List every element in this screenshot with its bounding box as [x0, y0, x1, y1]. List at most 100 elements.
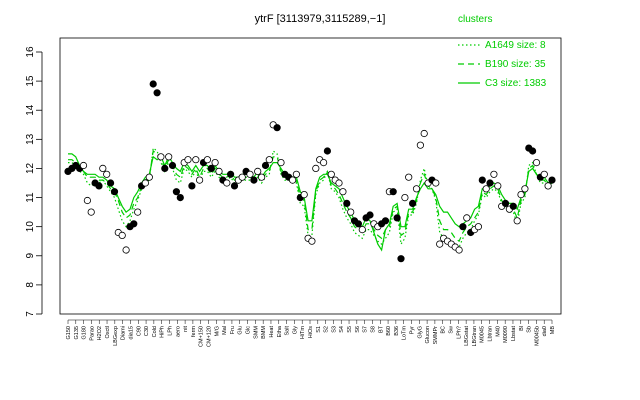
- y-tick-label: 12: [25, 162, 36, 174]
- data-point: [215, 167, 223, 175]
- data-point: [335, 179, 343, 187]
- data-point: [257, 173, 266, 181]
- x-tick-label: SMM: [253, 326, 259, 339]
- data-point: [161, 164, 169, 172]
- x-tick-label: Oxctl: [105, 326, 111, 339]
- data-point: [95, 182, 103, 190]
- data-point: [122, 246, 130, 254]
- data-point: [397, 255, 405, 263]
- legend: clusters A1649 size: 8 B190 size: 35 C3 …: [458, 14, 547, 89]
- data-point: [478, 176, 486, 184]
- data-point: [176, 194, 184, 202]
- legend-label-a1649: A1649 size: 8: [485, 40, 546, 51]
- data-point: [405, 173, 413, 181]
- x-tick-label: S8: [370, 326, 376, 333]
- series-line-dashed: [68, 149, 553, 243]
- x-tick-label: nit: [183, 326, 189, 332]
- x-tick-label: LBGstat: [464, 326, 470, 346]
- x-tick-label: SMMPr: [433, 326, 439, 345]
- x-tick-label: LPh?: [456, 326, 462, 339]
- data-point: [393, 214, 401, 222]
- x-tick-label: Mal: [222, 326, 228, 335]
- data-point: [354, 220, 362, 228]
- plot-area-frame: [59, 37, 562, 315]
- x-tick-label: Parao: [89, 326, 95, 341]
- data-point: [300, 191, 308, 199]
- series-lines: [68, 147, 553, 252]
- data-point: [509, 202, 517, 210]
- x-tick-label: Pyr: [409, 326, 415, 334]
- y-tick-label: 11: [25, 192, 36, 203]
- x-tick-label: C30: [144, 326, 150, 336]
- data-point: [412, 185, 421, 193]
- x-tick-label: dia15: [128, 326, 134, 339]
- y-tick-label: 16: [25, 46, 36, 58]
- data-point: [432, 179, 440, 187]
- x-tick-label: BT: [378, 325, 384, 333]
- data-point: [436, 240, 444, 248]
- x-tick-label: S4: [339, 326, 345, 333]
- x-tick-label: LBGtran: [472, 326, 478, 346]
- data-point: [312, 164, 320, 172]
- x-tick-label: S3: [331, 326, 337, 333]
- y-tick-label: 13: [25, 133, 36, 145]
- data-point: [250, 176, 258, 184]
- chart-title: ytrF [3113979,3115289,−1]: [255, 13, 386, 25]
- x-tick-label: Heat: [269, 326, 275, 338]
- x-tick-label: B60: [386, 326, 392, 336]
- data-point: [548, 176, 556, 184]
- y-tick-label: 14: [25, 104, 36, 116]
- data-point: [261, 161, 270, 170]
- x-tick-label: M0045b: [534, 326, 540, 346]
- data-point: [455, 246, 463, 254]
- x-tick-label: LPh: [167, 326, 173, 336]
- x-tick-label: G135: [74, 326, 80, 339]
- data-point: [292, 170, 300, 178]
- y-axis: 7 8 9 10 11 12 13 14 15 16: [25, 46, 43, 317]
- data-point: [532, 159, 541, 167]
- data-point: [381, 217, 390, 225]
- data-point: [118, 231, 126, 239]
- data-point: [153, 89, 161, 97]
- data-point: [207, 164, 215, 172]
- x-tick-label: Sw: [449, 326, 455, 334]
- x-tick-label: GlyG: [417, 326, 423, 339]
- x-tick-label: dia0: [542, 326, 548, 336]
- data-point: [544, 182, 552, 190]
- data-point: [288, 176, 297, 184]
- x-tick-label: BC: [441, 326, 447, 334]
- data-points: [64, 80, 556, 263]
- data-point: [184, 156, 192, 164]
- data-point: [79, 161, 88, 170]
- data-point: [463, 214, 471, 222]
- x-tick-label: S2: [324, 326, 330, 333]
- data-point: [107, 179, 115, 187]
- x-tick-label: Glucon: [425, 326, 431, 343]
- data-point: [246, 170, 254, 178]
- x-tick-label: LBGexp: [113, 326, 119, 346]
- data-point: [358, 226, 366, 234]
- x-tick-label: M/G: [214, 326, 220, 336]
- x-tick-label: Salt: [285, 326, 291, 336]
- series-line-dotted: [68, 147, 553, 248]
- data-point: [459, 223, 467, 231]
- x-tick-label: Gly: [292, 326, 298, 335]
- x-tick-label: HiTm: [300, 326, 306, 340]
- data-point: [528, 147, 537, 155]
- data-point: [211, 159, 219, 167]
- data-point: [265, 156, 273, 164]
- x-tick-label: Lbstat: [511, 326, 517, 341]
- x-tick-label: CM+150: [199, 326, 205, 347]
- data-point: [490, 170, 498, 178]
- x-tick-label: S5: [347, 326, 353, 333]
- data-point: [401, 194, 409, 202]
- x-tick-label: S1: [316, 326, 322, 333]
- x-tick-label: M0090: [503, 326, 509, 343]
- data-point: [521, 185, 529, 193]
- data-point: [273, 124, 281, 132]
- x-tick-label: C90: [136, 326, 142, 336]
- data-point: [223, 179, 231, 187]
- x-axis: G150 G135 G180 Parao H2O2 Oxctl LBGexp Diami dia…: [66, 319, 556, 347]
- x-tick-label: LoTm: [402, 326, 408, 340]
- data-point: [110, 188, 119, 196]
